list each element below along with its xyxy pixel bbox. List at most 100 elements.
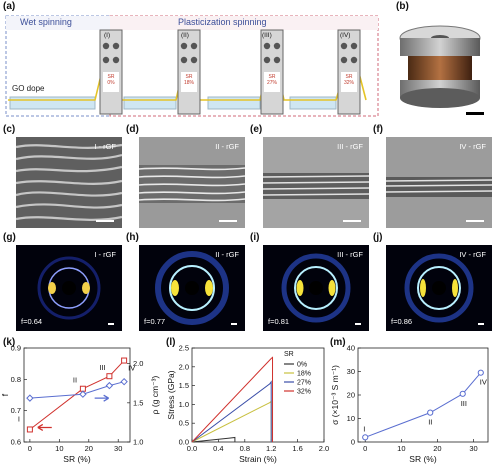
plasticization-label: Plasticization spinning	[178, 17, 267, 27]
panel-label-g: (g)	[3, 232, 16, 243]
m-ytick-label-4: 40	[347, 344, 355, 353]
fiber-spool-photo	[388, 14, 494, 120]
l-series-line-2	[191, 380, 272, 443]
sem-image-2: II - rGF	[139, 137, 245, 228]
k-point-label-0: I	[18, 414, 20, 423]
panel-label-d: (d)	[126, 124, 139, 135]
saxs-1-scale-bar	[108, 323, 114, 325]
bath-group	[9, 96, 337, 110]
k-series-line-0	[29, 360, 125, 430]
m-point-0-2	[459, 390, 466, 397]
k-plot-frame	[23, 347, 131, 443]
panel-label-k: (k)	[3, 337, 16, 348]
station-1	[99, 29, 123, 115]
m-yaxis-label: σ (×10⁻³ S m⁻¹)	[330, 365, 340, 425]
l-ytick-label-0: 0.0	[179, 438, 189, 447]
k-series-line-1	[29, 381, 125, 399]
coagulation-bath	[9, 96, 96, 110]
l-xtick-label-4: 1.6	[292, 444, 302, 453]
panel-label-f: (f)	[373, 124, 383, 135]
m-point-0-3	[477, 369, 484, 376]
sem-4-tag: IV - rGF	[459, 142, 486, 151]
l-series-line-0	[191, 436, 236, 443]
station-3	[260, 29, 284, 115]
k-point-label-1: II	[73, 376, 77, 385]
k-xtick-label-0: 0	[28, 444, 32, 453]
k-point-0-0	[26, 426, 33, 433]
m-xtick-label-0: 0	[363, 444, 367, 453]
l-xtick-label-2: 0.8	[240, 444, 250, 453]
station-2	[177, 29, 201, 115]
k-right-axis-arrow	[94, 394, 110, 402]
bath-4	[289, 96, 337, 110]
panel-label-j: (j)	[373, 232, 383, 243]
k-xtick-label-1: 10	[55, 444, 63, 453]
saxs-2-orientation: f=0.77	[144, 317, 166, 326]
m-ytick-label-1: 10	[347, 414, 355, 423]
station-2-sr: SR 18%	[183, 74, 194, 86]
m-point-0-1	[427, 409, 434, 416]
k-point-label-3: IV	[128, 364, 135, 373]
sem-1-tag: I - rGF	[94, 142, 116, 151]
k-point-1-0	[26, 394, 34, 402]
l-series-line-3	[191, 356, 274, 443]
k-y2tick-label-1: 1.5	[133, 398, 143, 407]
k-xtick-label-3: 30	[114, 444, 122, 453]
l-xaxis-label: Strain (%)	[239, 454, 277, 464]
k-point-0-3	[121, 357, 128, 364]
station-1-sr: SR 0%	[107, 74, 115, 86]
k-ytick-label-1: 0.7	[11, 406, 21, 415]
station-4-sr: SR 32%	[343, 74, 354, 86]
l-xtick-label-5: 2.0	[319, 444, 329, 453]
go-dope-label: GO dope	[12, 84, 45, 93]
sem-image-4: IV - rGF	[386, 137, 492, 228]
sem-2-scale-bar	[219, 220, 237, 222]
k-ytick-label-3: 0.9	[11, 344, 21, 353]
l-ytick-label-5: 2.5	[179, 344, 189, 353]
m-xtick-label-3: 30	[469, 444, 477, 453]
m-plot-frame	[357, 347, 489, 443]
panel-label-e: (e)	[250, 124, 263, 135]
station-1-roman: (I)	[104, 32, 111, 39]
saxs-2-scale-bar	[231, 323, 237, 325]
panel-label-b: (b)	[396, 1, 409, 12]
saxs-1-tag: I - rGF	[94, 250, 116, 259]
l-ytick-label-2: 1.0	[179, 400, 189, 409]
sem-image-3: III - rGF	[263, 137, 369, 228]
saxs-3-orientation: f=0.81	[268, 317, 290, 326]
m-xtick-label-2: 20	[433, 444, 441, 453]
m-point-label-3: IV	[480, 378, 487, 387]
chart-l: 0.0 0.4 0.8 1.2 1.6 2.0 0.0 0.5 1.0 1.5 2.0 2.5 Stra…	[166, 344, 329, 465]
panel-label-h: (h)	[126, 232, 139, 243]
saxs-pattern-4: IV - rGF f=0.86	[386, 245, 492, 331]
sem-3-tag: III - rGF	[337, 142, 363, 151]
scale-bar	[466, 112, 484, 115]
panel-label-a: (a)	[3, 1, 16, 12]
k-point-1-1	[79, 390, 87, 398]
k-ytick-label-0: 0.6	[11, 438, 21, 447]
bath-3	[207, 96, 261, 110]
l-legend-title: SR	[284, 351, 294, 358]
l-ytick-label-4: 2.0	[179, 362, 189, 371]
chart-k: 0 10 20 30 0.6 0.7 0.8 0.9 SR (%) f 1.0 1.5 2.0 ρ (g …	[0, 344, 160, 465]
m-ytick-label-3: 30	[347, 367, 355, 376]
saxs-pattern-1: I - rGF f=0.64	[16, 245, 122, 331]
l-series-line-1	[191, 400, 272, 443]
k-left-axis-arrow	[37, 423, 52, 432]
k-xtick-label-2: 20	[85, 444, 93, 453]
k-yaxis-label: f	[0, 393, 10, 396]
k-point-1-3	[120, 377, 128, 386]
sem-2-tag: II - rGF	[215, 142, 239, 151]
l-legend-label-2: 27%	[297, 380, 311, 387]
k-y2tick-label-0: 1.0	[133, 438, 143, 447]
station-3-sr: SR 27%	[266, 74, 277, 86]
k-y2tick-label-2: 2.0	[133, 359, 143, 368]
station-3-roman: (III)	[262, 32, 272, 39]
panel-label-c: (c)	[3, 124, 16, 135]
m-ytick-label-2: 20	[347, 391, 355, 400]
m-series-line-0	[365, 372, 482, 438]
saxs-4-orientation: f=0.86	[391, 317, 413, 326]
wet-header	[6, 16, 110, 30]
m-ytick-label-0: 0	[351, 438, 355, 447]
k-y2axis-label: ρ (g cm⁻³)	[150, 376, 160, 415]
